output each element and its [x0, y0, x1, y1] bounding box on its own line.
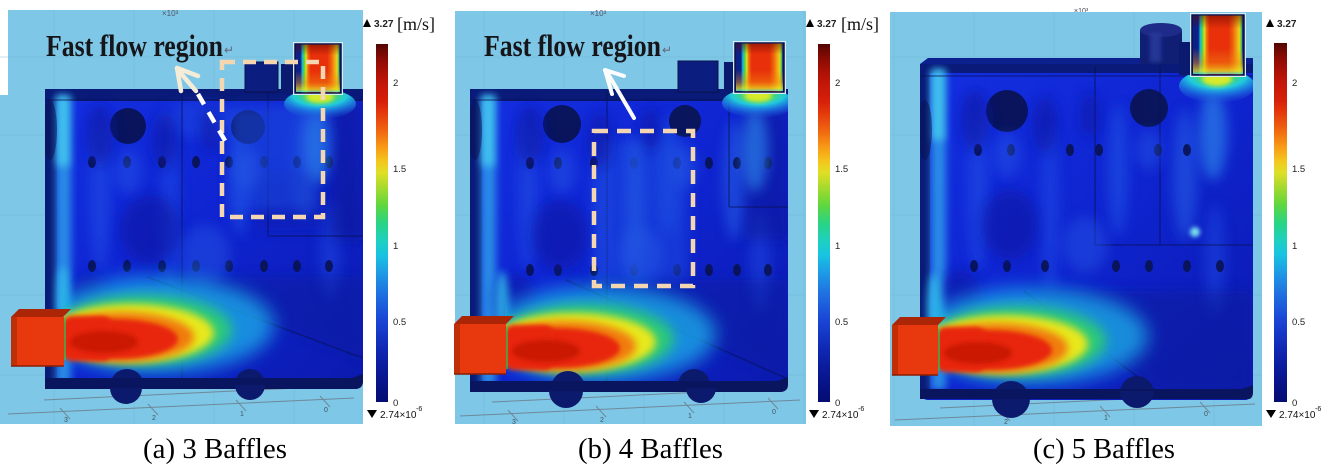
svg-text:1: 1	[393, 241, 398, 252]
svg-text:Fast flow region: Fast flow region	[484, 28, 661, 63]
svg-text:(c) 5 Baffles: (c) 5 Baffles	[1033, 433, 1175, 465]
svg-text:[m/s]: [m/s]	[841, 14, 879, 34]
svg-text:1: 1	[1292, 241, 1297, 252]
svg-text:3: 3	[64, 417, 68, 424]
svg-text:0.5: 0.5	[835, 317, 848, 328]
svg-text:1.5: 1.5	[1292, 164, 1305, 175]
svg-text:2: 2	[1004, 419, 1008, 426]
svg-text:×10³: ×10³	[162, 9, 179, 18]
svg-text:2: 2	[600, 417, 604, 424]
svg-text:2.74×10: 2.74×10	[822, 410, 859, 421]
svg-text:2: 2	[835, 78, 840, 89]
svg-text:0: 0	[1292, 398, 1297, 409]
svg-text:-6: -6	[858, 406, 864, 413]
svg-text:0.5: 0.5	[393, 317, 406, 328]
svg-text:2: 2	[393, 78, 398, 89]
svg-text:3.27: 3.27	[817, 19, 837, 30]
svg-text:1.5: 1.5	[835, 164, 848, 175]
svg-text:(b) 4 Baffles: (b) 4 Baffles	[578, 433, 723, 465]
svg-text:×10³: ×10³	[590, 9, 607, 18]
svg-text:↵: ↵	[224, 43, 234, 57]
svg-text:1: 1	[1104, 415, 1108, 422]
svg-text:2: 2	[1292, 78, 1297, 89]
svg-text:0: 0	[1204, 411, 1208, 418]
svg-text:2.74×10: 2.74×10	[1279, 410, 1316, 421]
svg-text:-6: -6	[1315, 406, 1321, 413]
svg-text:[m/s]: [m/s]	[397, 14, 435, 34]
svg-text:3: 3	[512, 419, 516, 426]
svg-text:-6: -6	[416, 406, 422, 413]
svg-text:↵: ↵	[662, 43, 672, 57]
svg-text:Fast flow region: Fast flow region	[46, 28, 223, 63]
svg-text:0: 0	[324, 407, 328, 414]
svg-text:1: 1	[688, 413, 692, 420]
svg-text:(a) 3 Baffles: (a) 3 Baffles	[143, 433, 287, 465]
svg-text:×10³: ×10³	[1074, 8, 1089, 15]
svg-text:0: 0	[835, 398, 840, 409]
svg-text:1: 1	[240, 411, 244, 418]
svg-text:1: 1	[835, 241, 840, 252]
svg-text:0: 0	[772, 409, 776, 416]
svg-text:3.27: 3.27	[1277, 19, 1297, 30]
svg-text:2: 2	[152, 415, 156, 422]
svg-text:2.74×10: 2.74×10	[380, 410, 417, 421]
svg-text:0: 0	[393, 398, 398, 409]
svg-text:3.27: 3.27	[374, 19, 394, 30]
svg-text:1.5: 1.5	[393, 164, 406, 175]
svg-text:0.5: 0.5	[1292, 317, 1305, 328]
